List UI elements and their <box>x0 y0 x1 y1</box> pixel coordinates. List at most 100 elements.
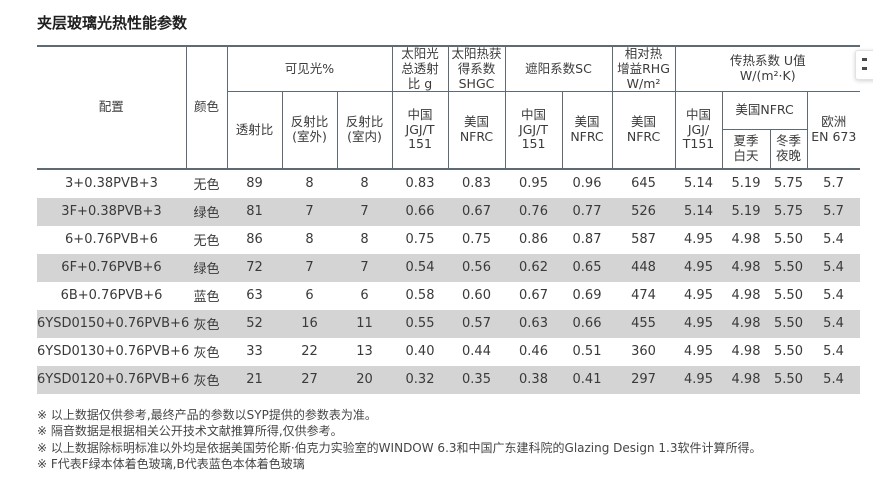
group-header-shgc: 太阳热获 得系数 SHGC <box>447 45 506 93</box>
value-cell: 4.98 <box>731 344 761 360</box>
col-header-transmittance: 透射比 <box>226 91 283 170</box>
value-cell: 360 <box>631 344 656 360</box>
group-header-sc: 遮阳系数SC <box>504 45 613 93</box>
value-cell: 0.66 <box>562 309 613 338</box>
value-cell: 0.35 <box>448 365 505 394</box>
value-cell: 0.63 <box>505 309 562 338</box>
value-cell: 7 <box>337 253 392 282</box>
value-cell: 0.41 <box>562 365 613 394</box>
config-cell: 6B+0.76PVB+6 <box>60 288 163 304</box>
page-title: 夹层玻璃光热性能参数 <box>37 14 188 32</box>
value-cell: 蓝色 <box>193 290 220 306</box>
value-cell: 33 <box>246 344 263 360</box>
glass-performance-table: 配置 颜色 可见光% 太阳光 总透射 比 g 太阳热获 得系数 SHGC 遮阳系… <box>37 45 861 394</box>
value-cell: 5.4 <box>823 232 844 248</box>
value-cell: 0.51 <box>572 344 602 360</box>
value-cell: 6 <box>305 288 314 304</box>
table-row: 6YSD0130+0.76PVB+6 灰色 33 22 13 0.40 0.44 0.46 0.… <box>37 338 860 366</box>
col-header-color: 颜色 <box>185 45 228 170</box>
value-cell: 0.65 <box>562 253 613 282</box>
value-cell: 0.77 <box>562 197 613 226</box>
value-cell: 7 <box>282 197 337 226</box>
value-cell: 89 <box>227 167 282 198</box>
table-row: 6B+0.76PVB+6 蓝色 63 6 6 0.58 0.60 0.67 0.69 474 4.9… <box>37 282 860 310</box>
value-cell: 20 <box>337 365 392 394</box>
value-cell: 无色 <box>193 234 220 250</box>
value-cell: 0.55 <box>392 309 448 338</box>
value-cell: 22 <box>301 344 318 360</box>
col-header-winter-night: 冬季 夜晚 <box>769 129 808 170</box>
value-cell: 5.50 <box>774 288 803 304</box>
value-cell: 0.67 <box>448 197 505 226</box>
value-cell: 11 <box>337 309 392 338</box>
col-header-config: 配置 <box>37 45 187 170</box>
col-header-summer-day: 夏季 白天 <box>721 129 771 170</box>
value-cell: 0.58 <box>405 288 435 304</box>
value-cell: 8 <box>282 167 337 198</box>
value-cell: 4.98 <box>731 232 761 248</box>
value-cell: 5.50 <box>770 309 808 338</box>
value-cell: 526 <box>612 197 676 226</box>
value-cell: 5.14 <box>675 167 723 198</box>
value-cell: 0.57 <box>448 309 505 338</box>
value-cell: 0.56 <box>448 253 505 282</box>
table-row: 6YSD0150+0.76PVB+6 灰色 52 16 11 0.55 0.57 0.63 0.… <box>37 309 861 338</box>
value-cell: 0.67 <box>519 288 548 304</box>
footnotes: ※ 以上数据仅供参考,最终产品的参数以SYP提供的参数表为准。 ※ 隔音数据是根据… <box>37 407 873 473</box>
footnote: ※ 隔音数据是根据相关公开技术文献推算所得,仅供参考。 <box>37 424 343 439</box>
config-cell: 3+0.38PVB+3 <box>37 167 186 198</box>
value-cell: 5.50 <box>774 232 803 248</box>
group-header-solar-g: 太阳光 总透射 比 g <box>391 45 449 93</box>
config-cell: 6YSD0150+0.76PVB+6 <box>37 309 189 338</box>
value-cell: 5.7 <box>807 197 861 226</box>
value-cell: 0.32 <box>392 365 448 394</box>
toolbar-dash-icon <box>862 67 867 70</box>
table-header: 配置 颜色 可见光% 太阳光 总透射 比 g 太阳热获 得系数 SHGC 遮阳系… <box>37 45 861 170</box>
value-cell: 7 <box>337 197 392 226</box>
value-cell: 4.95 <box>675 253 723 282</box>
value-cell: 4.95 <box>684 344 713 360</box>
value-cell: 4.95 <box>675 365 723 394</box>
value-cell: 0.96 <box>562 167 613 198</box>
col-header-reflectance-indoor: 反射比 (室内) <box>336 91 393 170</box>
value-cell: 52 <box>227 309 282 338</box>
value-cell: 21 <box>227 365 282 394</box>
value-cell: 0.83 <box>448 167 505 198</box>
table-row: 6+0.76PVB+6 无色 86 8 8 0.75 0.75 0.86 0.87 587 4.95… <box>37 226 860 254</box>
value-cell: 5.7 <box>807 167 861 198</box>
value-cell: 5.4 <box>807 309 861 338</box>
value-cell: 297 <box>612 365 676 394</box>
value-cell: 0.95 <box>505 167 562 198</box>
table-row: 6F+0.76PVB+6 绿色 72 7 7 0.54 0.56 0.62 0.65 448 4.9… <box>37 253 861 282</box>
value-cell: 5.14 <box>675 197 723 226</box>
value-cell: 0.69 <box>572 288 602 304</box>
value-cell: 4.98 <box>722 309 771 338</box>
value-cell: 0.40 <box>405 344 435 360</box>
value-cell: 7 <box>282 253 337 282</box>
col-header-g-china-jgjt151: 中国 JGJ/T 151 <box>391 91 449 170</box>
value-cell: 5.50 <box>774 344 803 360</box>
config-cell: 6YSD0130+0.76PVB+6 <box>37 344 190 360</box>
value-cell: 4.98 <box>722 365 771 394</box>
value-cell: 0.62 <box>505 253 562 282</box>
value-cell: 5.19 <box>722 197 771 226</box>
table-row: 3F+0.38PVB+3 绿色 81 7 7 0.66 0.67 0.76 0.77 526 5.1… <box>37 197 861 226</box>
value-cell: 645 <box>612 167 676 198</box>
group-header-u-value: 传热系数 U值 W/(m²·K) <box>674 45 861 93</box>
value-cell: 4.95 <box>684 232 713 248</box>
value-cell: 5.75 <box>770 197 808 226</box>
config-cell: 6YSD0120+0.76PVB+6 <box>37 365 189 394</box>
value-cell: 86 <box>246 232 263 248</box>
col-header-europe-en673: 欧洲 EN 673 <box>806 91 861 170</box>
value-cell: 灰色 <box>193 346 220 362</box>
value-cell: 448 <box>612 253 676 282</box>
col-header-shgc-us-nfrc: 美国 NFRC <box>447 91 506 170</box>
value-cell: 0.86 <box>519 232 548 248</box>
footnote: ※ 以上数据除标明标准以外均是依据美国劳伦斯·伯克力实验室的WINDOW 6.3… <box>37 440 762 455</box>
value-cell: 63 <box>246 288 263 304</box>
value-cell: 0.87 <box>572 232 602 248</box>
value-cell: 5.4 <box>807 253 861 282</box>
floating-toolbar[interactable] <box>855 50 873 80</box>
value-cell: 4.98 <box>722 253 771 282</box>
